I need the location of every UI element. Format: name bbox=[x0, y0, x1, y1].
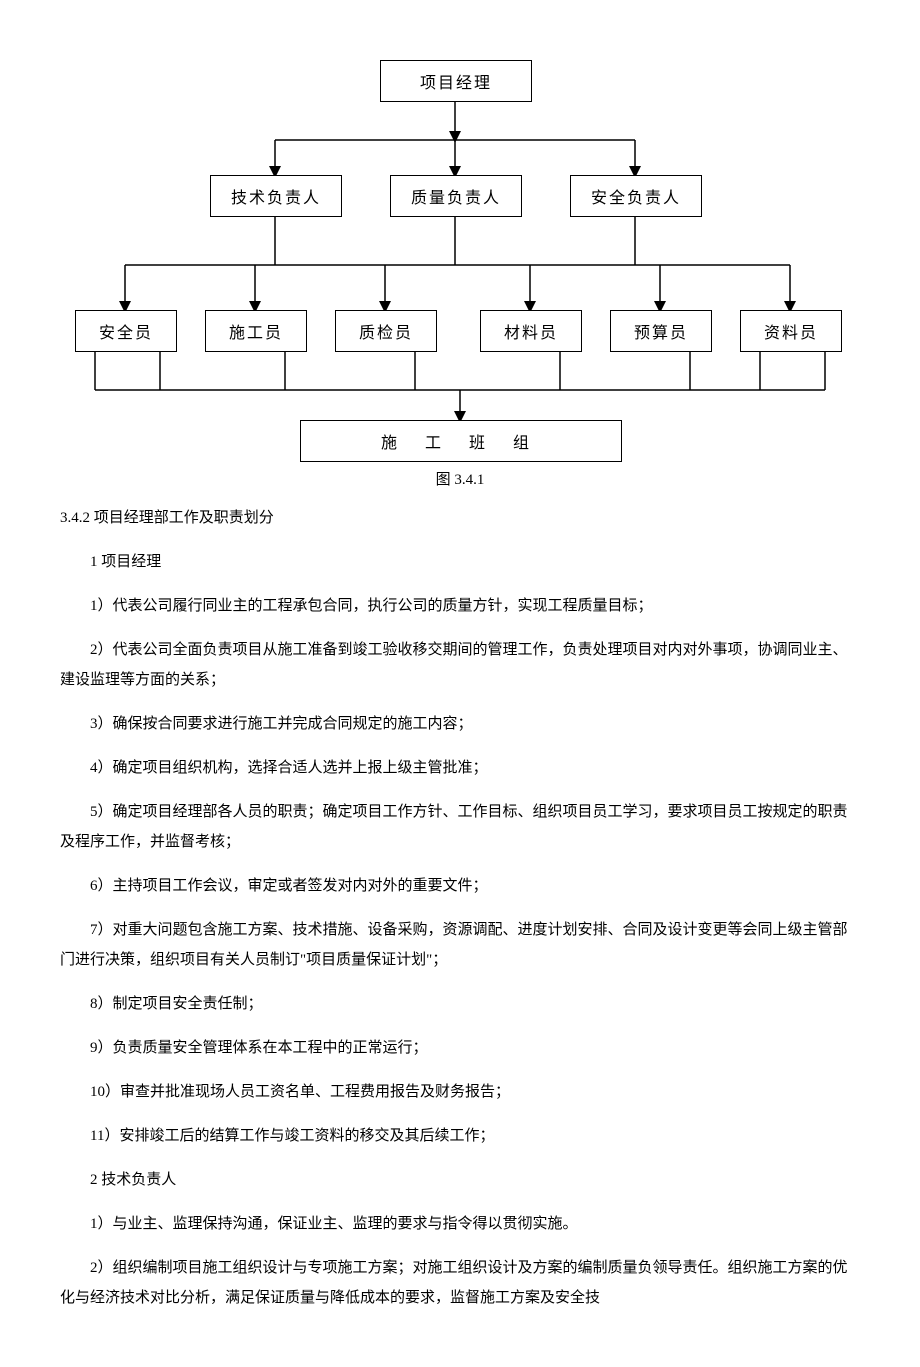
paragraph-9: 9）负责质量安全管理体系在本工程中的正常运行； bbox=[60, 1033, 860, 1063]
paragraph-5: 5）确定项目经理部各人员的职责；确定项目工作方针、工作目标、组织项目员工学习，要… bbox=[60, 797, 860, 857]
paragraph-13: 2）组织编制项目施工组织设计与专项施工方案；对施工组织设计及方案的编制质量负领导… bbox=[60, 1253, 860, 1313]
paragraph-11: 11）安排竣工后的结算工作与竣工资料的移交及其后续工作； bbox=[60, 1121, 860, 1151]
diagram-connectors bbox=[60, 40, 860, 460]
node-b3: 质检员 bbox=[335, 310, 437, 352]
node-b1: 安全员 bbox=[75, 310, 177, 352]
paragraph-8: 8）制定项目安全责任制； bbox=[60, 989, 860, 1019]
node-b2: 施工员 bbox=[205, 310, 307, 352]
node-b5: 预算员 bbox=[610, 310, 712, 352]
node-bottom: 施 工 班 组 bbox=[300, 420, 622, 462]
org-chart-diagram: 项目经理技术负责人 质量负责人 安全负责人安全员施工员质检员 材料员预算员资料员施 工… bbox=[60, 40, 860, 460]
node-b4: 材料员 bbox=[480, 310, 582, 352]
node-b6: 资料员 bbox=[740, 310, 842, 352]
paragraph-7: 7）对重大问题包含施工方案、技术措施、设备采购，资源调配、进度计划安排、合同及设… bbox=[60, 915, 860, 975]
subheading-2: 2 技术负责人 bbox=[60, 1165, 860, 1195]
paragraph-2: 2）代表公司全面负责项目从施工准备到竣工验收移交期间的管理工作，负责处理项目对内… bbox=[60, 635, 860, 695]
node-mid1: 技术负责人 bbox=[210, 175, 342, 217]
node-top: 项目经理 bbox=[380, 60, 532, 102]
section-heading: 3.4.2 项目经理部工作及职责划分 bbox=[60, 503, 860, 533]
paragraph-4: 4）确定项目组织机构，选择合适人选并上报上级主管批准； bbox=[60, 753, 860, 783]
paragraph-3: 3）确保按合同要求进行施工并完成合同规定的施工内容； bbox=[60, 709, 860, 739]
figure-caption: 图 3.4.1 bbox=[60, 468, 860, 489]
node-mid2: 质量负责人 bbox=[390, 175, 522, 217]
paragraph-10: 10）审查并批准现场人员工资名单、工程费用报告及财务报告； bbox=[60, 1077, 860, 1107]
subheading-1: 1 项目经理 bbox=[60, 547, 860, 577]
paragraph-1: 1）代表公司履行同业主的工程承包合同，执行公司的质量方针，实现工程质量目标； bbox=[60, 591, 860, 621]
paragraph-6: 6）主持项目工作会议，审定或者签发对内对外的重要文件； bbox=[60, 871, 860, 901]
node-mid3: 安全负责人 bbox=[570, 175, 702, 217]
paragraph-12: 1）与业主、监理保持沟通，保证业主、监理的要求与指令得以贯彻实施。 bbox=[60, 1209, 860, 1239]
